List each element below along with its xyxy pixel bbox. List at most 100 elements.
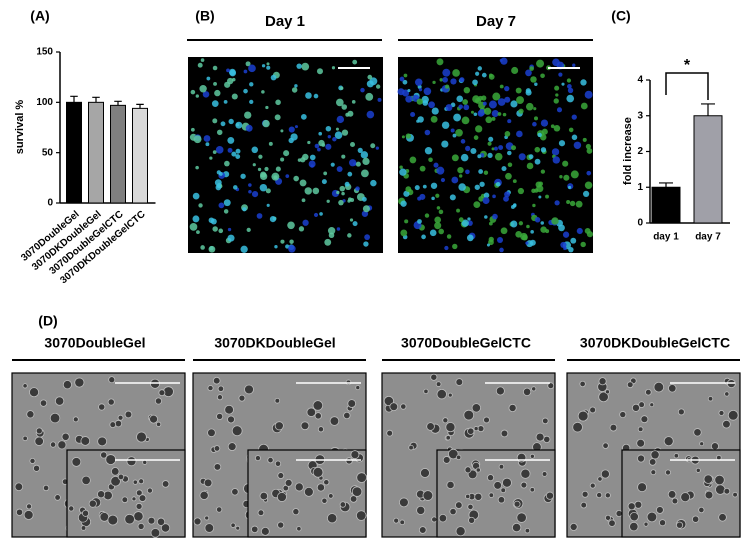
cell	[698, 506, 705, 514]
cell	[136, 431, 147, 443]
cell	[207, 428, 216, 438]
cell	[558, 72, 563, 77]
cell	[585, 143, 591, 150]
cell	[314, 412, 322, 420]
cell	[444, 245, 449, 251]
cell	[483, 192, 490, 199]
cell	[251, 525, 259, 534]
cell	[638, 401, 645, 408]
cell	[98, 403, 106, 411]
cell	[227, 234, 235, 242]
cell	[197, 62, 203, 68]
cell	[277, 521, 285, 529]
cell	[568, 246, 574, 253]
cell	[402, 79, 408, 85]
cell	[22, 383, 28, 389]
cell	[471, 403, 481, 413]
cell	[26, 503, 33, 510]
cell	[499, 84, 504, 89]
cell	[316, 68, 323, 75]
error-bar	[659, 182, 673, 188]
cell	[109, 421, 117, 429]
cell	[229, 69, 236, 77]
cell	[312, 187, 320, 195]
cell	[435, 381, 442, 387]
cell	[492, 213, 498, 220]
cell	[583, 190, 590, 197]
cell	[699, 441, 705, 447]
cell	[609, 423, 618, 432]
cell	[110, 475, 121, 487]
cell	[498, 145, 504, 151]
cell	[88, 499, 97, 508]
cell	[80, 525, 87, 531]
y-tick-label: 1	[637, 182, 643, 193]
cell	[82, 509, 90, 517]
cell	[240, 245, 248, 253]
cell	[452, 133, 457, 138]
cell	[405, 95, 413, 103]
cell	[465, 145, 471, 152]
cell	[362, 205, 370, 213]
cell	[362, 157, 370, 166]
cell	[296, 526, 302, 532]
cell	[649, 402, 655, 408]
cell	[97, 490, 106, 499]
cell	[604, 492, 611, 499]
cell	[551, 148, 560, 156]
cell	[504, 191, 511, 198]
cell	[274, 114, 281, 121]
cell	[485, 116, 493, 124]
cell	[516, 130, 523, 138]
cell	[561, 82, 565, 86]
cell	[433, 162, 439, 168]
cell	[586, 148, 593, 154]
cell	[227, 442, 237, 451]
cell	[405, 133, 412, 139]
cell	[455, 378, 464, 386]
cell	[473, 201, 481, 209]
cell	[345, 112, 350, 117]
cell	[300, 114, 307, 120]
cell	[199, 85, 207, 93]
cell	[560, 241, 567, 249]
cell	[216, 506, 223, 513]
cell	[474, 184, 480, 190]
cell	[335, 127, 339, 131]
cell	[294, 482, 304, 492]
cell	[133, 511, 144, 522]
cell	[498, 464, 505, 470]
cell	[520, 481, 528, 489]
cell	[302, 219, 309, 226]
cell	[319, 212, 323, 216]
cell	[192, 215, 200, 223]
cell	[336, 115, 345, 124]
cell	[534, 82, 538, 87]
cell	[231, 93, 238, 100]
cell	[575, 200, 583, 208]
cell	[327, 513, 338, 524]
cell	[288, 245, 296, 253]
error-bar	[70, 95, 78, 103]
cell	[74, 377, 85, 388]
cell	[352, 59, 358, 65]
cell	[466, 234, 474, 242]
cell	[665, 469, 671, 476]
cell	[467, 220, 473, 226]
panel-label: (C)	[611, 8, 630, 24]
cell	[552, 156, 560, 164]
cell	[580, 79, 587, 86]
cell	[668, 384, 677, 393]
cell	[321, 179, 327, 185]
cell	[156, 517, 166, 526]
micrograph	[397, 57, 594, 253]
cell	[545, 194, 549, 199]
cell	[663, 436, 674, 447]
cell	[49, 412, 61, 424]
cell	[377, 97, 382, 102]
cell	[399, 165, 403, 169]
cell	[26, 410, 35, 419]
cell	[303, 487, 314, 497]
cell	[478, 109, 486, 116]
cell	[416, 98, 423, 105]
